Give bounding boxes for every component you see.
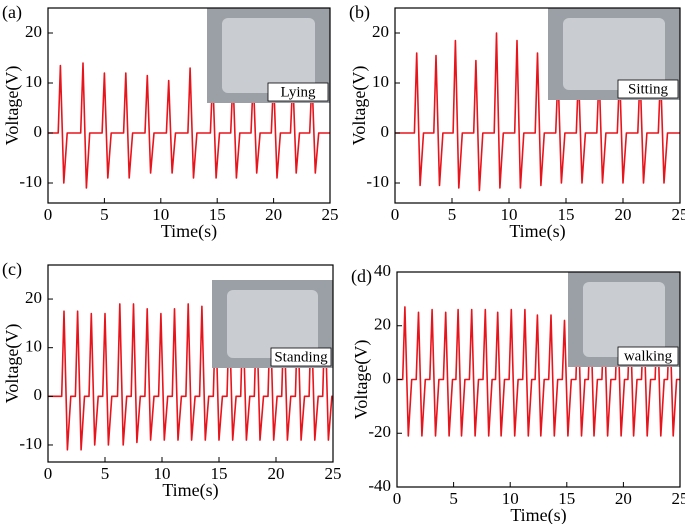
plot-frame (47, 7, 331, 204)
x-tick-label: 20 (268, 464, 285, 483)
x-tick-label: 15 (558, 205, 575, 224)
x-tick-label: 5 (101, 464, 110, 483)
y-axis-label: Voltage(V) (351, 340, 372, 420)
y-axis-label: Voltage(V) (2, 324, 23, 404)
x-tick-label: 20 (615, 205, 632, 224)
y-axis-label: Voltage(V) (349, 66, 370, 146)
y-tick-label: -40 (368, 476, 391, 495)
x-tick-label: 0 (393, 489, 402, 508)
x-tick-label: 25 (672, 205, 685, 224)
y-tick-label: 0 (34, 385, 43, 404)
x-tick-label: 25 (672, 489, 685, 508)
x-tick-label: 20 (615, 489, 632, 508)
inset-label-box (617, 346, 679, 366)
data-line (48, 303, 333, 451)
y-tick-label: -20 (368, 422, 391, 441)
y-axis-label: Voltage(V) (2, 66, 23, 146)
x-axis-label: Time(s) (161, 221, 217, 242)
x-tick-label: 0 (44, 205, 53, 224)
plot-frame (47, 264, 334, 463)
y-tick-label: -10 (19, 172, 42, 191)
inset-label: Lying (280, 84, 316, 100)
y-tick-label: 10 (372, 72, 389, 91)
y-tick-label: -10 (19, 434, 42, 453)
x-tick-label: 25 (325, 464, 342, 483)
data-line (397, 306, 680, 437)
y-tick-label: 10 (25, 337, 42, 356)
inset-shade (227, 290, 318, 358)
inset-label-box (617, 79, 679, 99)
x-tick-label: 15 (211, 464, 228, 483)
inset-label: Sitting (628, 81, 669, 97)
x-axis-label: Time(s) (510, 505, 566, 524)
inset-shade (583, 282, 665, 357)
inset-label-box (267, 82, 329, 102)
y-tick-label: 0 (381, 122, 390, 141)
panel-label: (a) (2, 2, 22, 23)
x-tick-label: 25 (322, 205, 339, 224)
inset-label: walking (624, 348, 673, 364)
x-tick-label: 20 (265, 205, 282, 224)
inset-label-box (270, 347, 332, 367)
panel-label: (c) (2, 259, 22, 280)
x-tick-label: 10 (152, 205, 169, 224)
y-tick-label: 20 (25, 288, 42, 307)
panel-label: (d) (351, 266, 372, 287)
plot-frame (394, 7, 681, 204)
x-axis-label: Time(s) (509, 221, 565, 242)
data-line (395, 32, 680, 192)
y-tick-label: 40 (374, 261, 391, 280)
y-tick-label: 20 (374, 315, 391, 334)
y-tick-label: 20 (372, 22, 389, 41)
data-line (48, 62, 330, 189)
inset-shade (563, 18, 665, 90)
x-tick-label: 5 (100, 205, 109, 224)
y-tick-label: 0 (34, 122, 43, 141)
x-tick-label: 5 (449, 489, 458, 508)
x-tick-label: 10 (154, 464, 171, 483)
x-axis-label: Time(s) (162, 480, 218, 501)
x-tick-label: 15 (558, 489, 575, 508)
x-tick-label: 0 (391, 205, 400, 224)
x-tick-label: 10 (502, 489, 519, 508)
y-tick-label: 20 (25, 22, 42, 41)
x-tick-label: 10 (501, 205, 518, 224)
x-tick-label: 0 (44, 464, 53, 483)
y-tick-label: 10 (25, 72, 42, 91)
y-tick-label: -10 (366, 172, 389, 191)
inset-shade (222, 18, 315, 93)
y-tick-label: 0 (383, 368, 392, 387)
x-tick-label: 15 (209, 205, 226, 224)
inset-label: Standing (274, 349, 328, 365)
panel-label: (b) (349, 2, 370, 23)
x-tick-label: 5 (448, 205, 457, 224)
